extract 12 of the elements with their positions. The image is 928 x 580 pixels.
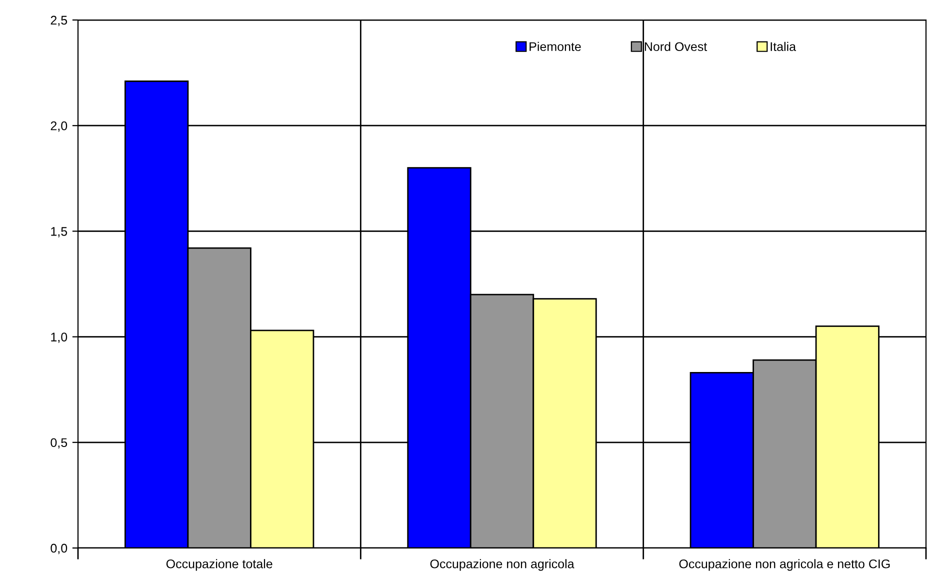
y-tick-label: 0,5 (50, 438, 68, 449)
y-tick-label: 2,5 (50, 16, 68, 26)
legend-label: Piemonte (530, 42, 581, 52)
y-tick-label: 2,0 (50, 121, 68, 132)
legend-label: Nord Ovest (644, 42, 708, 52)
x-tick-label: Occupazione non agricola e netto CIG (679, 559, 890, 571)
y-tick-label: 0,0 (50, 544, 68, 554)
legend-label: Italia (770, 42, 796, 52)
y-tick-label: 1,5 (51, 227, 68, 238)
y-tick-label: 1,0 (51, 332, 68, 343)
x-tick-label: Occupazione totale (166, 559, 272, 571)
x-tick-label: Occupazione non agricola (430, 559, 574, 571)
